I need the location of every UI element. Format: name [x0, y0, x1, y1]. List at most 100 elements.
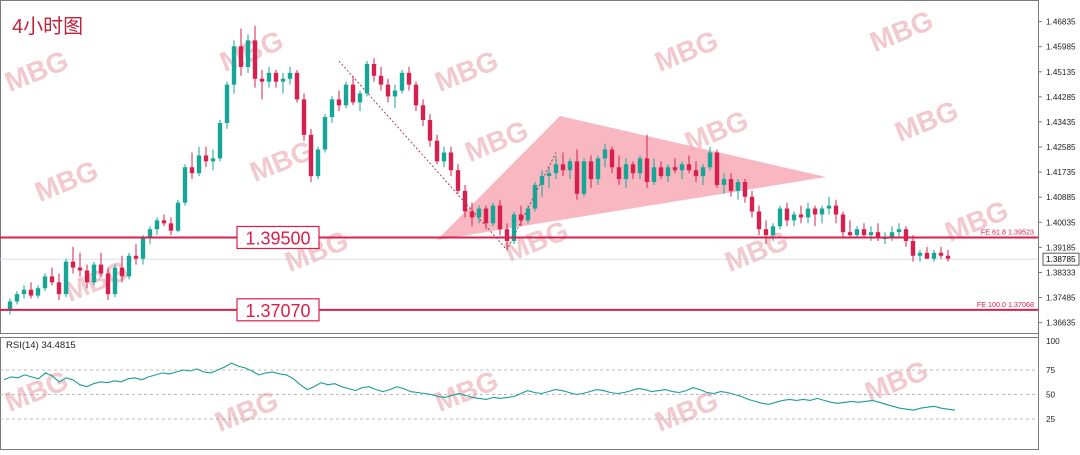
- triangle-pattern: [437, 116, 826, 240]
- level-label: 1.37070: [245, 301, 310, 321]
- candle-body: [161, 220, 167, 224]
- price-tick-label: 1.39185: [1046, 243, 1076, 252]
- candle-body: [455, 170, 461, 191]
- candle-body: [721, 179, 727, 185]
- candle-body: [868, 232, 874, 236]
- candle-body: [728, 179, 734, 191]
- price-tick-label: 1.40885: [1046, 193, 1076, 202]
- candle-body: [819, 208, 825, 215]
- candle-body: [280, 78, 286, 82]
- candle-body: [707, 152, 713, 168]
- candle-body: [483, 208, 489, 224]
- candle-body: [602, 149, 608, 159]
- candle-body: [406, 72, 412, 85]
- candle-body: [385, 84, 391, 97]
- candle-body: [861, 229, 867, 236]
- candle-body: [833, 205, 839, 215]
- rsi-layer: [0, 362, 1038, 420]
- candle-body: [588, 161, 594, 180]
- candle-body: [511, 214, 517, 242]
- candle-body: [56, 282, 62, 295]
- rsi-tick-label: 75: [1046, 366, 1056, 375]
- candle-body: [371, 63, 377, 76]
- candle-body: [609, 149, 615, 168]
- candle-body: [749, 196, 755, 212]
- level-label-box: [236, 225, 320, 250]
- candle-body: [595, 158, 601, 180]
- candle-body: [147, 229, 153, 239]
- price-tick-label: 1.37485: [1046, 294, 1076, 303]
- candle-body: [826, 205, 832, 209]
- price-tick-label: 1.42585: [1046, 143, 1076, 152]
- watermark-text: MBG: [430, 45, 502, 98]
- candle-body: [364, 63, 370, 94]
- candle-body: [714, 152, 720, 185]
- candle-body: [574, 161, 580, 194]
- price-tick-label: 1.45985: [1046, 43, 1076, 52]
- candle-body: [231, 46, 237, 85]
- level-label: 1.39500: [245, 228, 310, 248]
- candle-body: [238, 46, 244, 67]
- candle-body: [532, 184, 538, 209]
- price-tick-label: 1.44285: [1046, 93, 1076, 102]
- current-price-box: [1042, 252, 1080, 266]
- candle-body: [770, 226, 776, 236]
- candle-body: [672, 167, 678, 171]
- watermark-text: MBG: [940, 195, 1012, 248]
- candle-body: [623, 164, 629, 180]
- watermark-text: MBG: [210, 385, 282, 438]
- candle-body: [245, 40, 251, 67]
- rsi-title: RSI(14) 34.4815: [6, 340, 76, 351]
- candle-body: [49, 276, 55, 283]
- candle-body: [840, 214, 846, 233]
- candle-body: [686, 164, 692, 171]
- watermark-text: MBG: [0, 45, 72, 98]
- candle-body: [476, 208, 482, 218]
- candle-body: [924, 252, 930, 259]
- candle-body: [882, 238, 888, 240]
- candle-body: [791, 214, 797, 221]
- candle-body: [567, 161, 573, 171]
- watermark-text: MBG: [720, 225, 792, 278]
- candle-body: [301, 99, 307, 135]
- candle-body: [931, 252, 937, 259]
- candle-body: [917, 252, 923, 256]
- watermark-text: MBG: [0, 365, 72, 418]
- candle-body: [329, 99, 335, 118]
- candle-body: [525, 208, 531, 221]
- candle-body: [196, 155, 202, 174]
- candle-body: [805, 208, 811, 218]
- candle-body: [581, 161, 587, 194]
- candle-body: [560, 164, 566, 171]
- watermark-text: MBG: [650, 385, 722, 438]
- candle-body: [413, 84, 419, 106]
- watermark-text: MBG: [890, 95, 962, 148]
- candle-body: [133, 255, 139, 259]
- candle-body: [105, 273, 111, 295]
- candle-body: [343, 84, 349, 106]
- candle-body: [154, 220, 160, 230]
- candle-body: [357, 93, 363, 103]
- candle-body: [378, 75, 384, 85]
- candle-body: [448, 152, 454, 171]
- candle-body: [399, 72, 405, 91]
- candle-body: [315, 149, 321, 177]
- level-label-box: [236, 298, 320, 322]
- price-levels: 1.39500 FE 61.8 1.39523 1.37070 FE 100.0 1.…: [0, 225, 1038, 322]
- candle-body: [896, 229, 902, 233]
- candle-body: [189, 167, 195, 174]
- candle-body: [539, 176, 545, 185]
- candle-body: [903, 229, 909, 242]
- candle-body: [14, 294, 20, 302]
- candle-body: [259, 78, 265, 82]
- candle-body: [616, 167, 622, 180]
- candle-body: [763, 229, 769, 236]
- candle-body: [679, 164, 685, 171]
- candle-body: [7, 301, 13, 311]
- candle-body: [812, 208, 818, 215]
- candle-body: [504, 229, 510, 242]
- candle-body: [441, 152, 447, 162]
- rsi-line: [3, 362, 956, 411]
- watermark-text: MBG: [245, 135, 317, 188]
